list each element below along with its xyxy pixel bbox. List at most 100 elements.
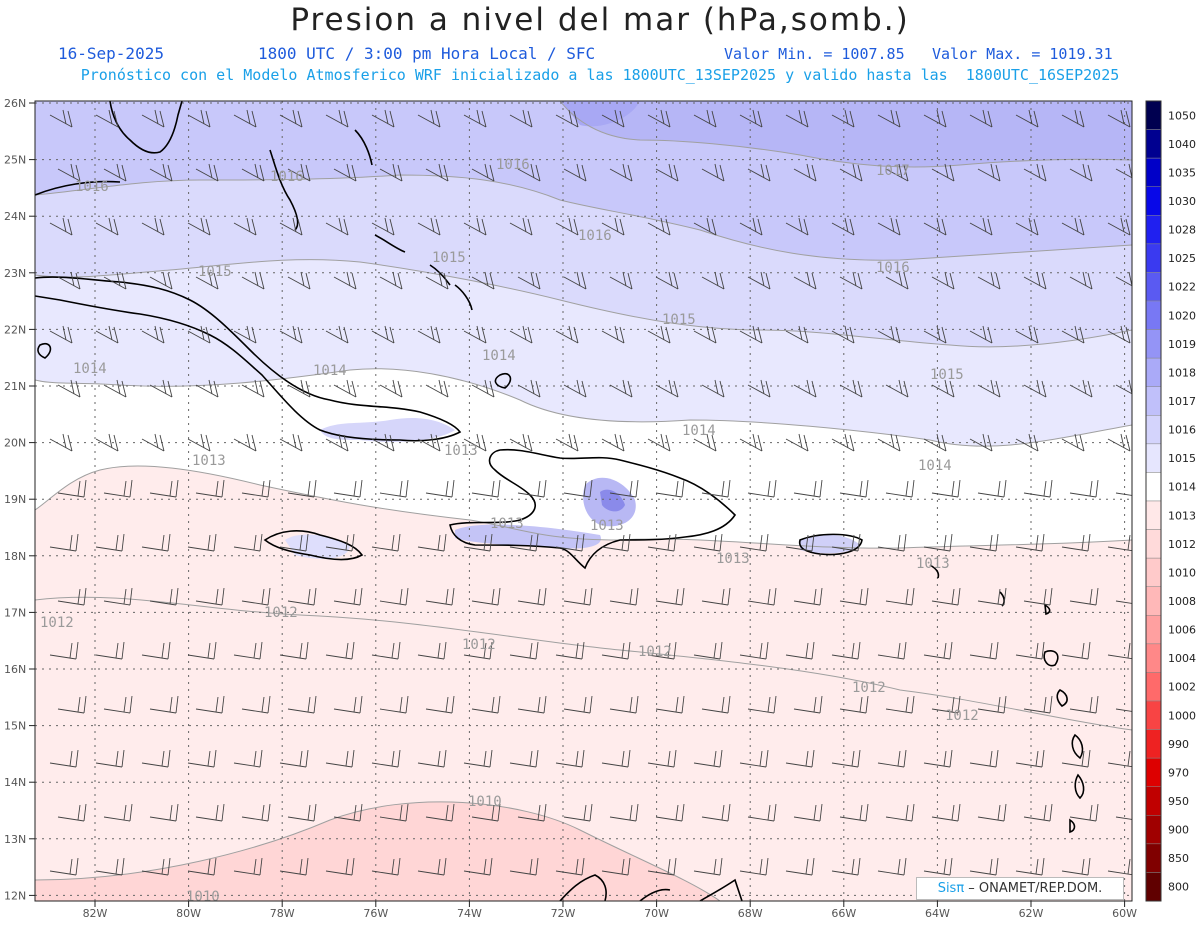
wind-barb xyxy=(609,803,639,822)
wind-barb xyxy=(287,803,317,822)
wind-barb xyxy=(95,857,125,876)
wind-barb xyxy=(463,533,493,552)
valid-date: 16-Sep-2025 xyxy=(58,44,164,63)
wind-barb xyxy=(241,695,271,714)
wind-barb xyxy=(831,641,861,660)
isobar-label: 1012 xyxy=(264,605,298,621)
colorbar-swatch xyxy=(1145,529,1162,559)
credit-logo: Sisπ xyxy=(937,881,965,896)
wind-barb xyxy=(831,533,861,552)
wind-barb xyxy=(785,109,809,128)
wind-barb xyxy=(149,695,179,714)
colorbar-label: 1025 xyxy=(1168,252,1196,265)
isobar-label: 1015 xyxy=(930,367,964,383)
wind-barb xyxy=(49,533,79,552)
wind-barb xyxy=(1107,433,1131,452)
wind-barb xyxy=(785,533,815,552)
wind-barb xyxy=(701,479,731,498)
isobar-label: 1013 xyxy=(916,556,950,572)
wind-barb xyxy=(609,587,639,606)
wind-barb xyxy=(463,109,487,128)
wind-barb xyxy=(555,533,585,552)
wind-barb xyxy=(977,271,1001,290)
latitude-labels: 26N 25N 24N 23N 22N 21N 20N 19N 18N 17N 16N 15N 14N 1… xyxy=(4,97,35,902)
wind-barb xyxy=(471,587,501,606)
wind-barb xyxy=(1069,587,1099,606)
wind-barb xyxy=(1023,695,1053,714)
wind-barb xyxy=(969,109,993,128)
colorbar-label: 1040 xyxy=(1168,138,1196,151)
wind-barb xyxy=(739,433,763,452)
wind-barb xyxy=(379,587,409,606)
wind-barb xyxy=(885,163,909,182)
wind-barb xyxy=(739,749,769,768)
colorbar-swatch xyxy=(1145,729,1162,759)
wind-barb xyxy=(141,325,165,344)
wind-barb xyxy=(969,641,999,660)
isobar-label: 1014 xyxy=(682,423,716,439)
wind-barb xyxy=(793,163,817,182)
wind-barb xyxy=(379,479,409,498)
wind-barb xyxy=(555,433,579,452)
wind-barb xyxy=(647,641,677,660)
wind-barb xyxy=(1015,641,1045,660)
wind-barb xyxy=(141,641,171,660)
wind-barb xyxy=(1015,857,1045,876)
wind-barb xyxy=(969,533,999,552)
wind-barb xyxy=(1023,587,1053,606)
wind-barb xyxy=(831,217,855,236)
wind-barb xyxy=(379,271,403,290)
wind-barb xyxy=(49,433,73,452)
wind-barb xyxy=(195,479,225,498)
isobar-label: 1016 xyxy=(876,260,910,276)
wind-barb xyxy=(379,803,409,822)
wind-barb xyxy=(655,379,679,398)
longitude-label: 74W xyxy=(457,907,482,920)
wind-barb xyxy=(647,749,677,768)
wind-barb xyxy=(563,379,587,398)
wind-barb xyxy=(601,749,631,768)
wind-barb xyxy=(1061,325,1085,344)
colorbar-swatch xyxy=(1145,843,1162,873)
wind-barb xyxy=(379,379,403,398)
longitude-labels: 82W 80W 78W 76W 74W 72W 70W 68W 66W 64W 62W 60W xyxy=(83,901,1137,920)
wind-barb xyxy=(1061,217,1085,236)
wind-barb xyxy=(463,641,493,660)
wind-barb xyxy=(609,163,633,182)
wind-barb xyxy=(647,433,671,452)
wind-barb xyxy=(103,163,127,182)
wind-barb xyxy=(931,479,961,498)
colorbar-label: 970 xyxy=(1168,766,1189,779)
wind-barb xyxy=(977,803,1007,822)
wind-barb xyxy=(287,163,311,182)
wind-barb xyxy=(241,271,265,290)
wind-barb xyxy=(517,695,547,714)
colorbar-label: 1002 xyxy=(1168,681,1196,694)
longitude-label: 68W xyxy=(738,907,763,920)
wind-barb xyxy=(831,109,855,128)
latitude-label: 24N xyxy=(4,210,26,223)
wind-barb xyxy=(785,325,809,344)
wind-barb xyxy=(923,641,953,660)
wind-barb xyxy=(831,433,855,452)
colorbar-label: 1006 xyxy=(1168,624,1196,637)
wind-barb xyxy=(287,479,317,498)
colorbar-swatch xyxy=(1145,386,1162,416)
wind-barb xyxy=(95,533,125,552)
wind-barb xyxy=(1069,271,1093,290)
wind-barb xyxy=(195,163,219,182)
wind-barb xyxy=(1107,325,1131,344)
longitude-label: 78W xyxy=(270,907,295,920)
wind-barb xyxy=(555,217,579,236)
wind-barb xyxy=(325,109,349,128)
wind-barb xyxy=(49,749,79,768)
colorbar-label: 1004 xyxy=(1168,652,1196,665)
wind-barb xyxy=(57,379,81,398)
colorbar-swatch xyxy=(1145,872,1162,902)
latitude-label: 25N xyxy=(4,154,26,167)
wind-barb xyxy=(1107,109,1131,128)
wind-barb xyxy=(601,533,631,552)
wind-barb xyxy=(425,271,449,290)
colorbar-label: 1008 xyxy=(1168,595,1196,608)
wind-barb xyxy=(425,163,449,182)
